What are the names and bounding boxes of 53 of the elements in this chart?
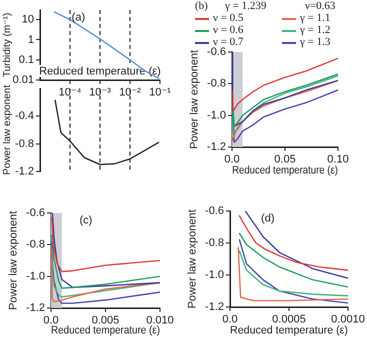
x-axis-title: Reduced temperature (ε): [39, 66, 161, 78]
y-tick-label: -1.2: [26, 302, 45, 314]
x-tick-label: 0.05: [274, 154, 296, 166]
chart-title: (c): [79, 214, 92, 227]
legend-label: γ = 1.3: [300, 36, 330, 48]
x-axis-title: Reduced temperature (ε): [232, 164, 338, 177]
y-tick-label: -0.4: [15, 110, 34, 122]
y-axis-title: Power law exponent: [188, 50, 201, 150]
y-axis-title: Power law exponent: [186, 209, 199, 309]
chart-title: (b): [195, 0, 208, 12]
x-tick-label: 0.0005: [272, 314, 306, 326]
x-tick-label: 0.0: [43, 314, 59, 327]
text: ν=0.63: [305, 0, 336, 12]
legend-label: ν = 0.5: [213, 12, 244, 24]
legend-label: ν = 0.6: [213, 24, 244, 36]
y-tick-label: -0.8: [15, 138, 34, 150]
y-tick-label: 10: [22, 14, 34, 26]
y-tick-label: 0.01: [12, 74, 34, 86]
x-axis-title: Reduced temperature (ε): [230, 324, 348, 336]
y-axis-title: Power law exponent: [8, 210, 20, 310]
y-tick-label: -0.8: [207, 78, 226, 90]
x-tick-label: 0.10: [327, 154, 349, 166]
x-tick-label: 10⁻⁴: [58, 86, 82, 99]
y-tick-label: -1.2: [207, 141, 226, 154]
x-axis-title: Reduced temperature (ε): [51, 325, 160, 337]
y-tick-label: -1.0: [26, 270, 45, 282]
x-tick-label: 10⁻³: [89, 86, 112, 99]
x-tick-label: 0.010: [146, 314, 174, 327]
y-tick-label: 1: [28, 34, 34, 46]
y-tick-label: -1.0: [205, 269, 224, 282]
legend-title: γ = 1.239: [225, 0, 266, 12]
y-tick-label: -0.6: [205, 205, 224, 218]
chart-title: (d): [261, 212, 274, 225]
x-tick-label: 0.0: [222, 314, 238, 326]
x-tick-label: 0.005: [92, 314, 120, 327]
x-tick-label: 0.0: [224, 154, 240, 166]
legend-label: γ = 1.2: [300, 24, 330, 36]
x-tick-label: 10⁻¹: [149, 86, 172, 99]
legend-label: γ = 1.1: [300, 12, 330, 24]
y-tick-label: 0.1: [18, 54, 34, 66]
legend-label: ν = 0.7: [213, 36, 244, 48]
y-axis-title: Power law exponent: [2, 84, 13, 176]
y-axis-title: Turbidity (m⁻¹): [2, 12, 13, 78]
x-tick-label: 0.0010: [331, 314, 365, 326]
y-tick-label: -0.6: [26, 207, 45, 220]
x-tick-label: 10⁻²: [119, 86, 142, 99]
y-tick-label: -1.2: [205, 301, 224, 314]
chart-title: (a): [72, 12, 86, 24]
y-tick-label: -1.0: [207, 109, 226, 122]
y-tick-label: -0.8: [26, 238, 45, 251]
y-tick-label: -0.6: [207, 46, 226, 58]
y-tick-label: -1.2: [15, 165, 34, 178]
y-tick-label: -0.8: [205, 237, 224, 250]
